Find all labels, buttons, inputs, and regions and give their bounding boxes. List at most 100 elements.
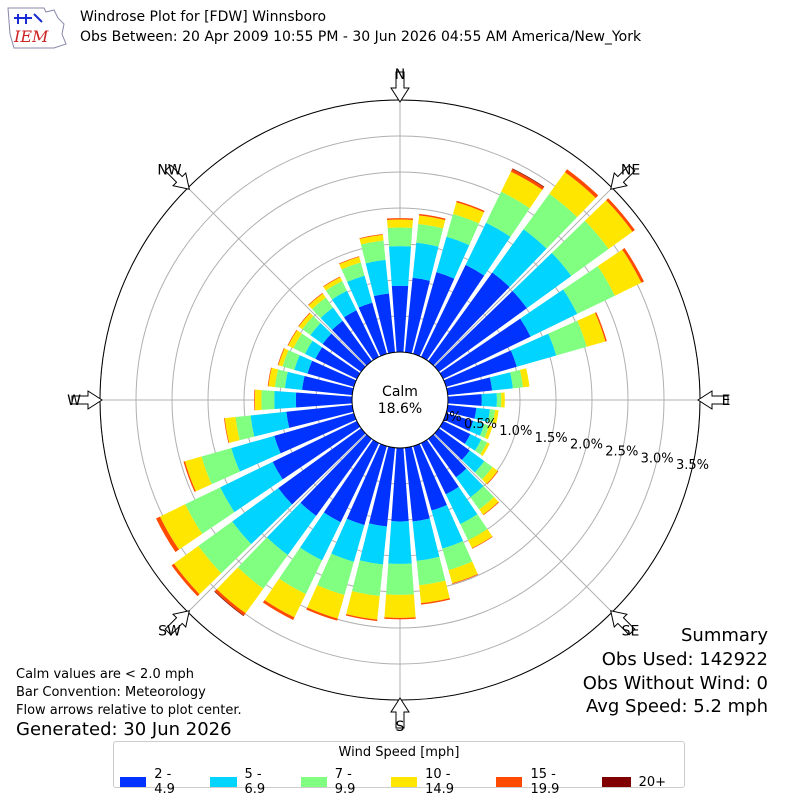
windrose-bars <box>156 168 644 622</box>
bar-segment-280-bin3 <box>268 367 279 388</box>
bar-segment-90-bin0 <box>447 394 482 406</box>
compass-label-SE: SE <box>622 624 640 640</box>
bar-segment-10-bin1 <box>412 242 439 281</box>
compass-labels: N NE E SE S SW W NW <box>67 67 730 735</box>
bar-segment-260-bin0 <box>286 404 354 428</box>
bar-segment-130-bin3 <box>482 466 498 485</box>
bar-segment-130-bin1 <box>461 450 485 473</box>
flow-arrow-SW <box>164 610 190 636</box>
legend-item: 5 - 6.9 <box>210 767 282 797</box>
compass-arrows <box>71 71 729 729</box>
bar-segment-10-bin2 <box>416 224 444 247</box>
bar-segment-90-bin3 <box>501 392 505 408</box>
radial-tick-label: 2.5% <box>605 445 638 460</box>
bar-segment-340-bin2 <box>341 262 365 282</box>
legend-item: 2 - 4.9 <box>120 767 192 797</box>
bar-segment-330-bin0 <box>344 310 380 361</box>
bar-segment-130-bin0 <box>434 428 470 460</box>
chart-subtitle: Obs Between: 20 Apr 2009 10:55 PM - 30 J… <box>80 29 642 45</box>
summary-obs-used: Obs Used: 142922 <box>601 649 768 670</box>
bar-segment-60-bin1 <box>520 289 578 337</box>
calm-note: Calm values are < 2.0 mph <box>16 667 195 682</box>
bar-segment-50-bin4 <box>606 198 635 232</box>
bar-segment-200-bin0 <box>346 443 387 526</box>
compass-label-SW: SW <box>158 624 181 640</box>
bar-segment-220-bin1 <box>266 502 317 555</box>
bar-segment-190-bin2 <box>351 560 384 596</box>
bar-segment-70-bin3 <box>577 312 606 347</box>
bar-segment-210-bin3 <box>264 578 306 618</box>
bar-segment-0-bin3 <box>387 219 413 228</box>
bar-segment-150-bin1 <box>445 486 478 525</box>
bar-segment-150-bin4 <box>471 536 493 549</box>
bar-segment-350-bin1 <box>365 259 389 297</box>
bar-segment-240-bin2 <box>185 487 235 534</box>
bar-segment-310-bin2 <box>302 315 321 336</box>
summary-avg-speed: Avg Speed: 5.2 mph <box>586 696 768 717</box>
bar-segment-120-bin0 <box>439 420 471 444</box>
bar-segment-340-bin4 <box>338 256 360 265</box>
calm-label: Calm <box>382 384 418 400</box>
bar-segment-10-bin0 <box>404 277 430 354</box>
bar-segment-40-bin4 <box>564 169 599 199</box>
bar-segment-260-bin3 <box>224 416 240 443</box>
bar-segment-240-bin3 <box>159 504 203 550</box>
bar-segment-30-bin5 <box>512 168 545 188</box>
bar-segment-110-bin1 <box>469 420 485 436</box>
bar-segment-220-bin4 <box>214 589 246 616</box>
bar-segment-320-bin0 <box>332 320 372 366</box>
bar-segment-60-bin2 <box>563 266 615 314</box>
radial-tick-label: 3.5% <box>676 458 709 473</box>
bar-segment-250-bin2 <box>201 448 240 485</box>
bar-segment-130-bin2 <box>474 461 493 480</box>
bar-segment-290-bin4 <box>277 348 285 366</box>
bar-segment-190-bin0 <box>369 446 396 527</box>
bar-segment-140-bin2 <box>470 486 495 510</box>
bar-segment-270-bin0 <box>295 392 353 408</box>
summary-obs-without-wind: Obs Without Wind: 0 <box>582 673 768 694</box>
bar-segment-250-bin1 <box>231 435 281 472</box>
bar-segment-180-bin1 <box>388 521 412 564</box>
legend-swatch <box>496 777 523 787</box>
flow-arrows-note: Flow arrows relative to plot center. <box>16 703 242 718</box>
compass-label-S: S <box>396 719 405 735</box>
bar-segment-220-bin3 <box>216 567 264 614</box>
grid-spoke <box>433 187 613 367</box>
compass-label-W: W <box>67 393 81 409</box>
bar-segment-80-bin3 <box>519 368 530 388</box>
flow-arrow-NW <box>164 164 190 190</box>
bar-segment-260-bin2 <box>235 415 255 441</box>
bar-segment-50-bin1 <box>512 252 572 309</box>
bar-segment-30-bin1 <box>465 222 511 276</box>
bar-segment-10-bin4 <box>419 214 446 221</box>
bar-segment-180-bin2 <box>386 563 414 595</box>
bar-segment-250-bin0 <box>274 413 357 454</box>
bar-segment-120-bin2 <box>474 439 488 455</box>
bar-segment-310-bin3 <box>298 312 314 330</box>
bar-segment-60-bin0 <box>439 318 531 380</box>
bar-segment-330-bin3 <box>323 277 343 291</box>
grid-spoke <box>433 433 613 613</box>
bar-segment-140-bin4 <box>483 501 500 516</box>
bar-segment-260-bin4 <box>224 418 230 444</box>
bar-segment-20-bin2 <box>446 213 479 246</box>
bar-segment-350-bin2 <box>360 240 386 264</box>
bar-segment-10-bin3 <box>418 215 446 229</box>
bar-convention-note: Bar Convention: Meteorology <box>16 685 206 700</box>
legend-label: 7 - 9.9 <box>334 767 356 797</box>
legend-swatch <box>210 777 237 787</box>
bar-segment-320-bin3 <box>308 293 326 310</box>
bar-segment-290-bin1 <box>294 355 313 374</box>
bar-segment-80-bin1 <box>489 372 513 391</box>
bar-segment-20-bin1 <box>436 236 470 279</box>
bar-segment-160-bin2 <box>442 541 473 571</box>
bar-segment-260-bin1 <box>250 411 290 437</box>
bar-segment-70-bin0 <box>443 350 517 387</box>
bar-segment-150-bin2 <box>460 514 488 541</box>
bar-segment-40-bin2 <box>523 193 578 249</box>
bar-segment-0-bin1 <box>389 246 411 287</box>
bar-segment-270-bin2 <box>261 390 275 410</box>
grid-spoke <box>187 187 367 367</box>
bar-segment-180-bin0 <box>391 447 409 522</box>
bar-segment-280-bin1 <box>284 371 305 390</box>
